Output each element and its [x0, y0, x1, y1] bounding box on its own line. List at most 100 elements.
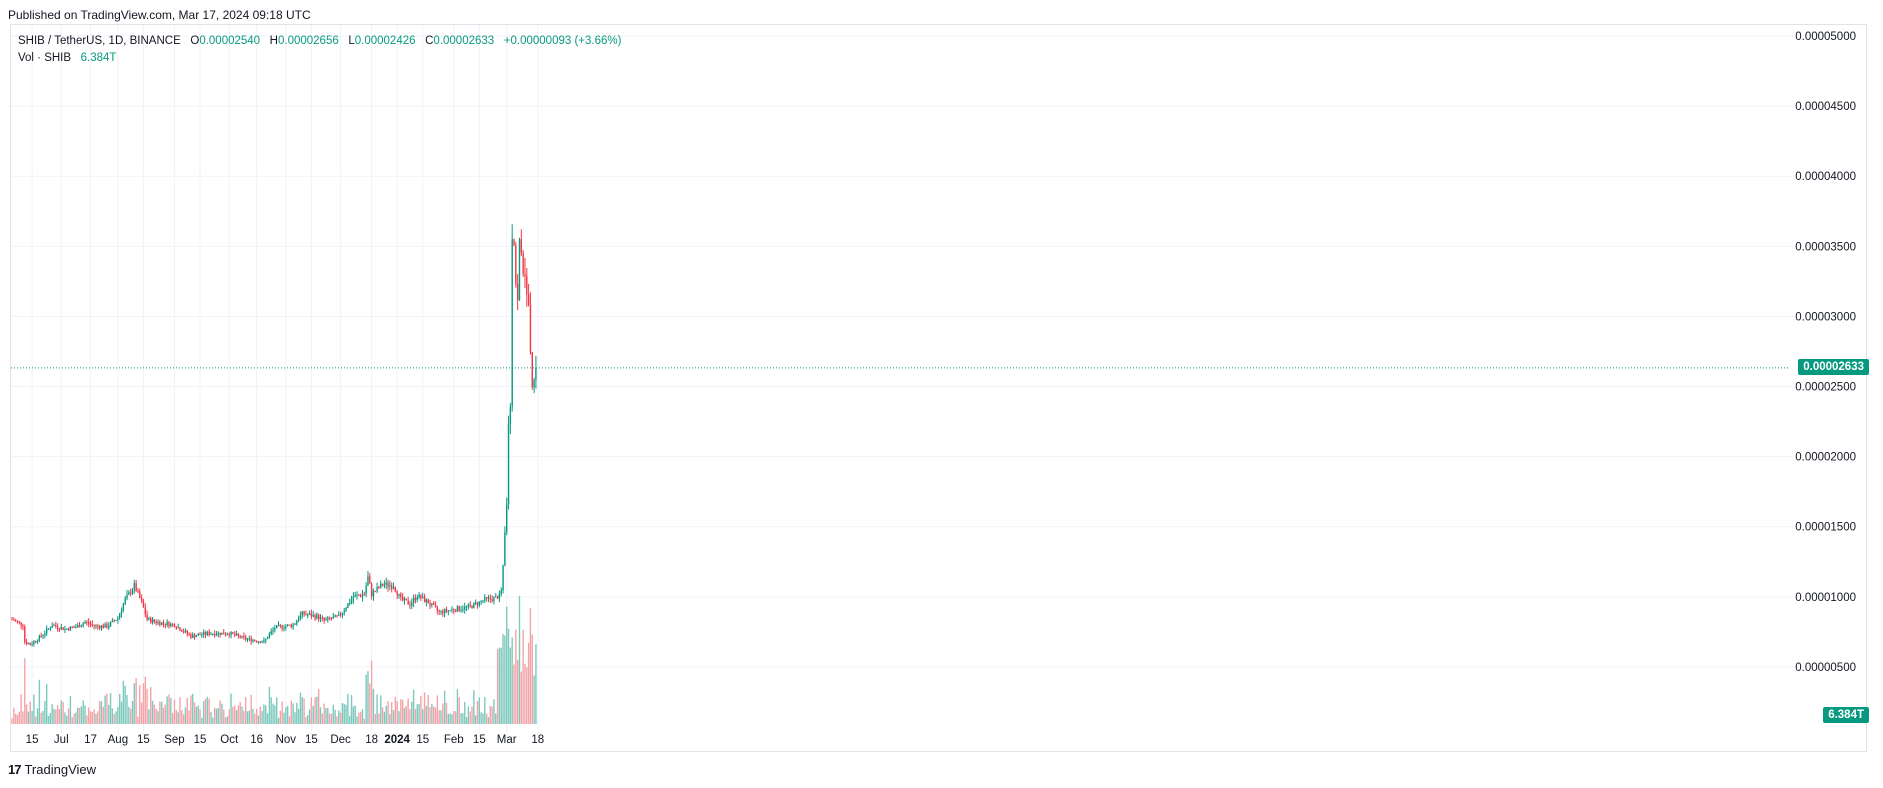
volume-bar [36, 708, 39, 724]
volume-bar [476, 700, 479, 724]
volume-bar [171, 712, 174, 724]
volume-bar [244, 696, 247, 724]
candle-up [272, 629, 274, 632]
symbol-label[interactable]: SHIB / TetherUS, 1D, BINANCE [18, 35, 181, 47]
y-tick-label: 0.00005000 [1795, 31, 1856, 43]
candle-up [343, 610, 345, 613]
candle-up [201, 634, 203, 636]
candle-up [53, 625, 55, 627]
candle-down [339, 614, 342, 616]
volume-bar [223, 709, 225, 724]
candle-up [500, 590, 502, 594]
volume-bar [535, 644, 537, 724]
candle-up [380, 583, 382, 588]
candle-down [387, 582, 389, 587]
volume-bar [387, 701, 389, 724]
candle-up [509, 406, 512, 424]
tradingview-logo-icon: 17 [8, 762, 22, 777]
volume-bar [451, 714, 453, 724]
y-tick-label: 0.00001500 [1795, 522, 1856, 534]
volume-bar [192, 693, 194, 724]
volume-bar [162, 707, 165, 724]
candle-down [471, 605, 473, 609]
volume-bar [403, 707, 406, 724]
volume-bar [365, 674, 367, 724]
volume-bar [137, 716, 139, 724]
volume-bar [411, 701, 413, 724]
volume-bar [341, 702, 344, 724]
candle-down [381, 583, 384, 586]
candle-down [250, 638, 252, 642]
candle-down [29, 643, 31, 646]
volume-bar [296, 702, 298, 724]
volume-bar [226, 716, 229, 724]
volume-bar [420, 695, 422, 724]
volume-bar [493, 699, 495, 724]
candle-down [93, 624, 95, 626]
volume-bar [237, 705, 240, 724]
volume-bar [285, 707, 287, 724]
candle-up [274, 628, 276, 630]
volume-bar [412, 689, 415, 724]
candle-down [374, 591, 376, 593]
volume-bar [265, 705, 267, 724]
candle-up [95, 625, 97, 627]
volume-bar [255, 708, 258, 724]
volume-legend: Vol · SHIB 6.384T [18, 52, 116, 64]
candle-up [473, 602, 475, 609]
volume-bar [489, 705, 491, 724]
candle-up [345, 608, 347, 611]
volume-bar [485, 713, 488, 724]
candle-up [462, 609, 464, 611]
volume-bar [82, 700, 84, 724]
volume-bar [478, 697, 481, 724]
volume-bar [40, 712, 42, 724]
candle-up [111, 620, 114, 622]
candle-down [159, 621, 161, 625]
volume-bar [270, 697, 272, 724]
tradingview-brand[interactable]: 17 TradingView [8, 762, 96, 777]
volume-bar [234, 705, 236, 724]
volume-bar [290, 700, 293, 724]
candle-down [290, 624, 293, 627]
candle-down [305, 614, 307, 616]
candle-up [474, 602, 477, 604]
candle-up [347, 603, 349, 609]
volume-bar [210, 712, 212, 724]
candle-down [223, 632, 225, 635]
volume-bar [370, 660, 373, 724]
volume-bar [89, 711, 92, 724]
candle-down [527, 294, 530, 305]
volume-bar [526, 667, 528, 724]
candle-down [113, 620, 115, 622]
candle-up [301, 611, 303, 616]
x-tick-label: Nov [276, 734, 297, 746]
candle-down [442, 610, 444, 614]
volume-bar [102, 706, 104, 724]
candle-down [140, 597, 143, 601]
candle-down [193, 634, 196, 638]
volume-bar [465, 717, 468, 724]
volume-bar [104, 695, 106, 724]
candle-up [484, 597, 486, 601]
volume-bar [513, 664, 515, 724]
x-tick-label: Feb [444, 734, 464, 746]
volume-bar [62, 701, 64, 724]
candle-up [66, 628, 68, 630]
volume-bar [254, 713, 256, 724]
candle-up [297, 619, 300, 621]
volume-bar [166, 696, 168, 724]
volume-bar [354, 705, 356, 724]
volume-label[interactable]: Vol · SHIB [18, 52, 72, 64]
volume-bar [363, 718, 366, 724]
volume-bar [261, 710, 263, 724]
candle-up [47, 628, 50, 630]
volume-bar [122, 680, 125, 724]
volume-bar [524, 663, 526, 724]
volume-bar [18, 711, 21, 724]
candle-down [400, 593, 402, 598]
volume-bar [60, 700, 62, 724]
candle-down [396, 591, 398, 596]
candle-up [411, 602, 413, 606]
